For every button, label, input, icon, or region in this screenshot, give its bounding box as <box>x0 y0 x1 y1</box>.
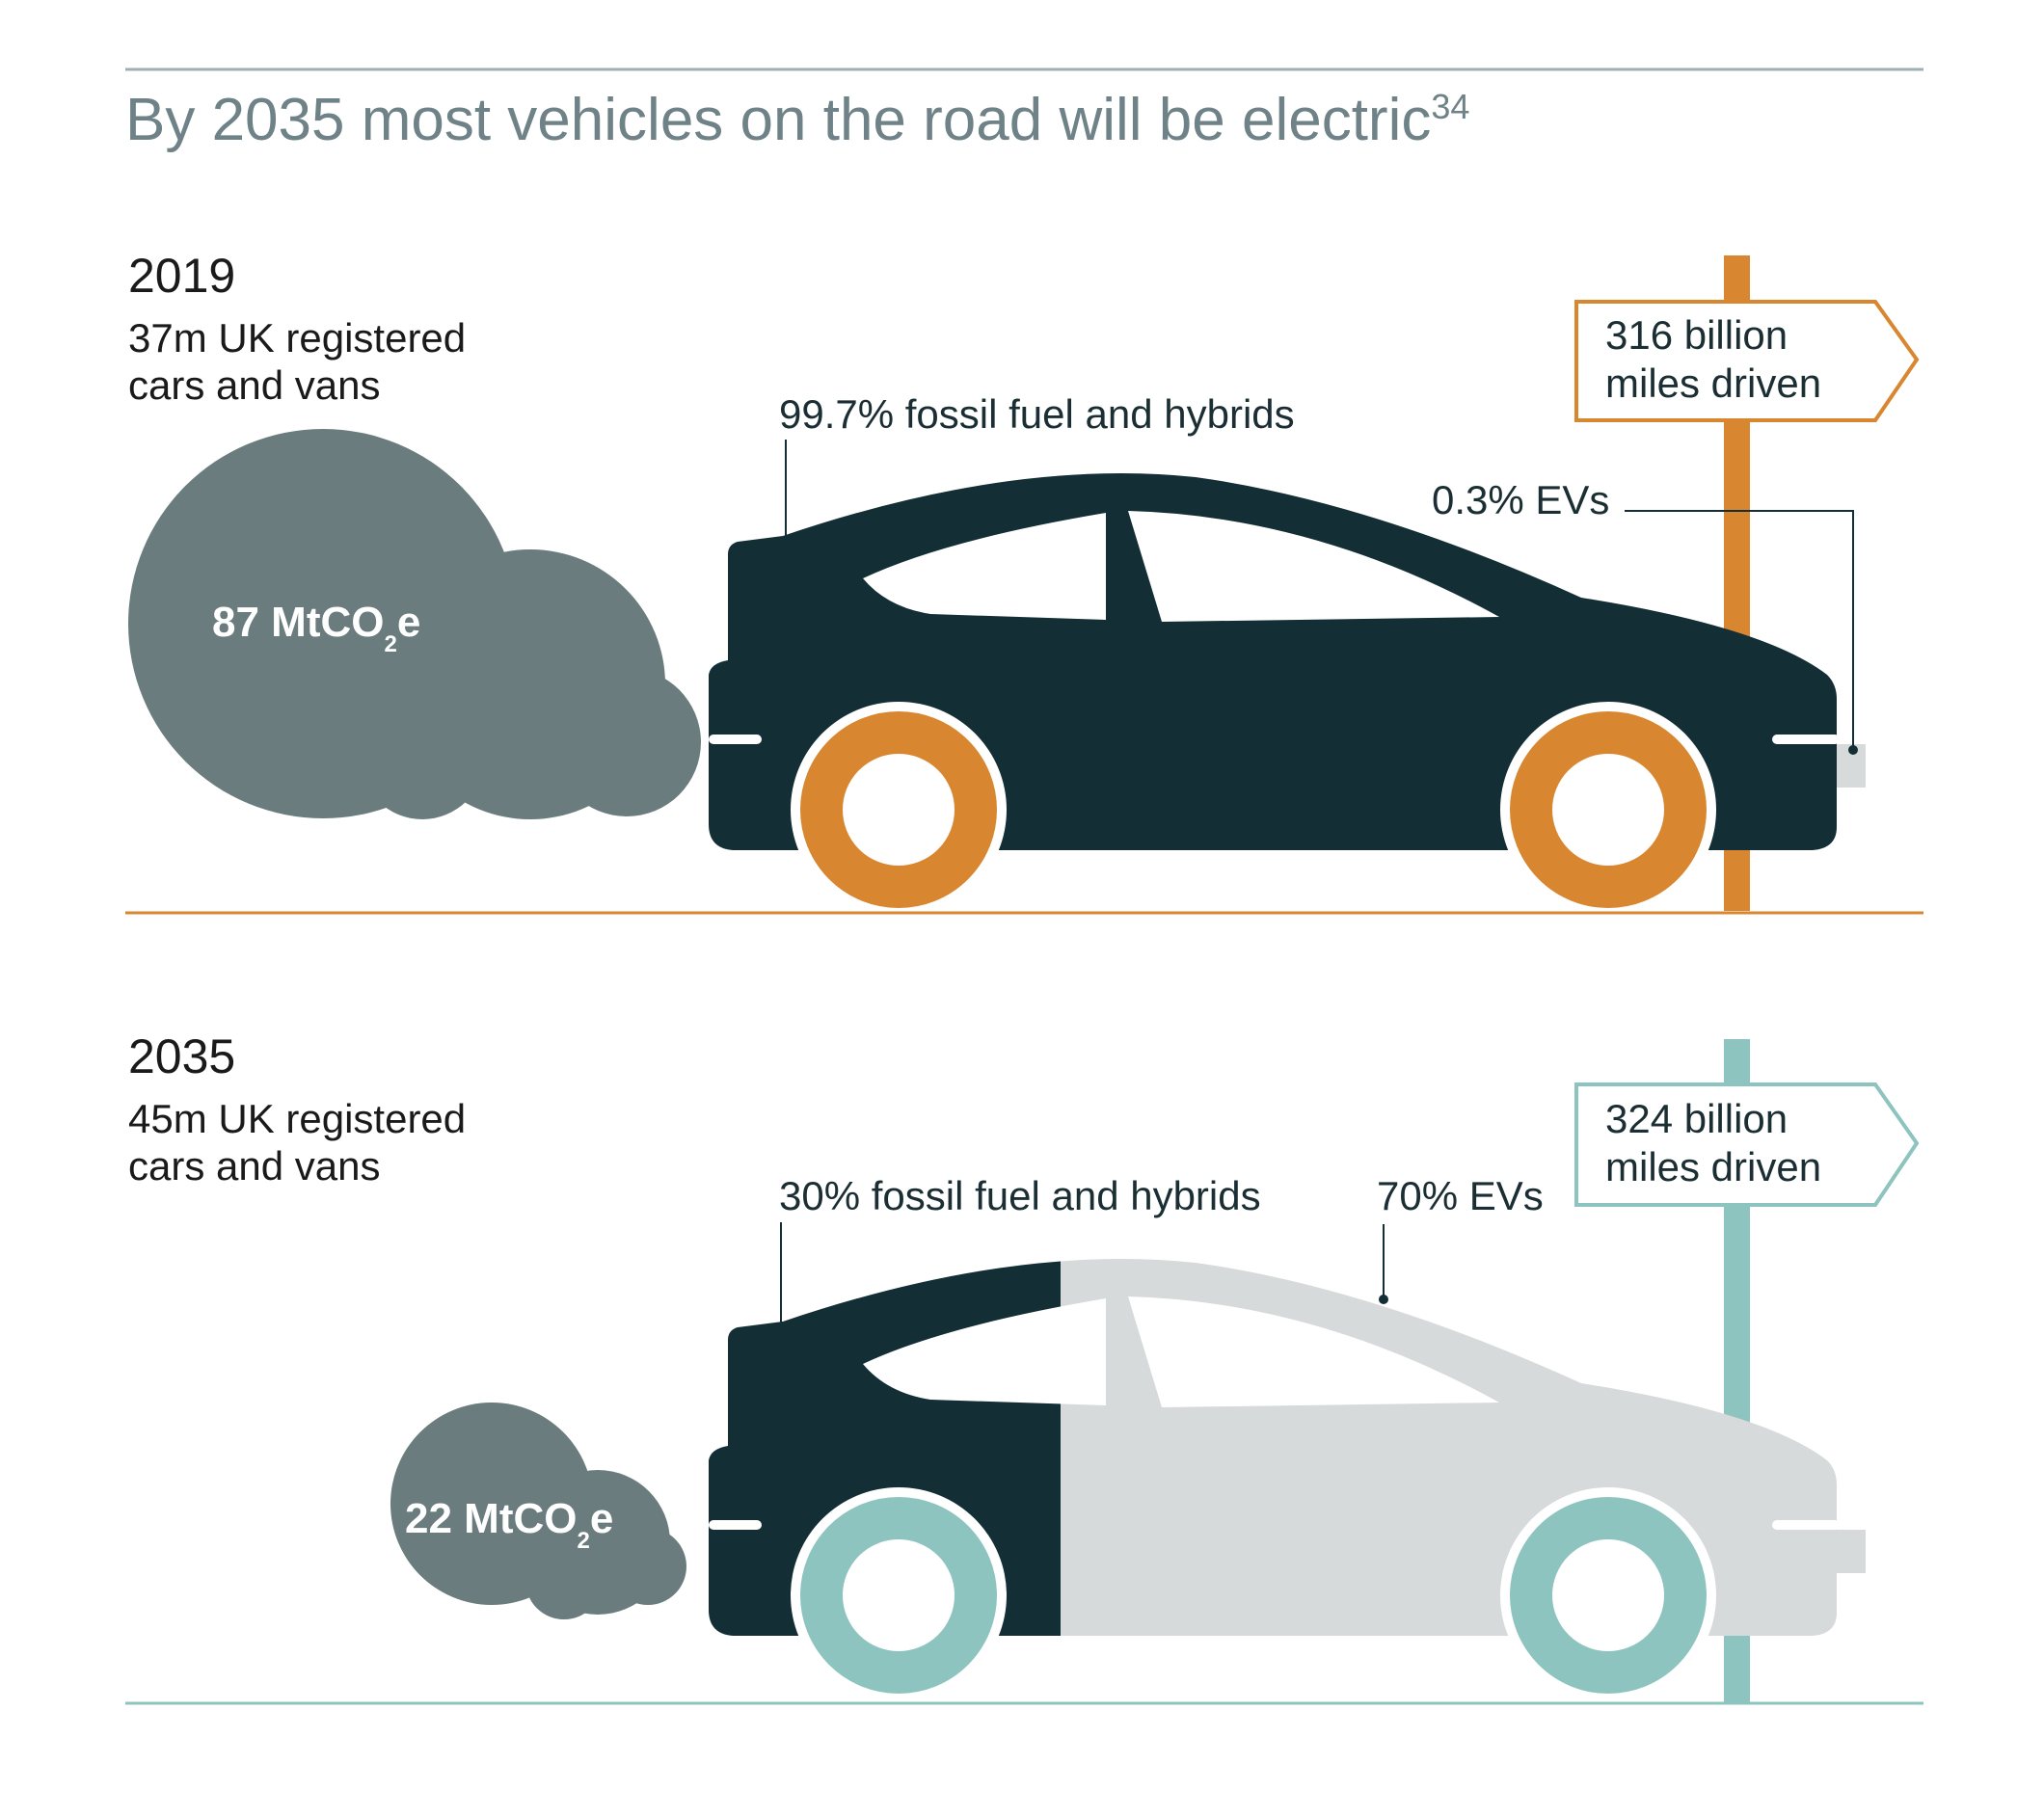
page-title: By 2035 most vehicles on the road will b… <box>125 87 1469 153</box>
miles-line-1: 316 billion <box>1605 312 1788 358</box>
ev-label: 70% EVs <box>1377 1173 1544 1218</box>
emissions-cloud <box>128 429 701 819</box>
miles-line-1: 324 billion <box>1605 1096 1788 1141</box>
ev-leader-dot <box>1848 745 1858 755</box>
fleet-line-2: cars and vans <box>128 1143 380 1189</box>
panel-2035: 2035 45m UK registered cars and vans 324… <box>125 1029 1923 1705</box>
emissions-label: 87 MtCO2e <box>212 599 420 657</box>
ev-leader-dot <box>1379 1295 1388 1304</box>
fleet-line-1: 45m UK registered <box>128 1096 466 1141</box>
fleet-line-1: 37m UK registered <box>128 315 466 361</box>
car-2019 <box>709 473 1866 918</box>
miles-line-2: miles driven <box>1605 361 1821 406</box>
ev-leader <box>1625 510 1854 750</box>
miles-line-2: miles driven <box>1605 1144 1821 1189</box>
panel-year: 2019 <box>128 249 235 303</box>
ev-label: 0.3% EVs <box>1432 477 1609 522</box>
emissions-cloud <box>390 1403 686 1619</box>
signpost-sign <box>1574 1082 1920 1207</box>
fleet-line-2: cars and vans <box>128 362 380 408</box>
fossil-label: 30% fossil fuel and hybrids <box>779 1173 1261 1218</box>
emissions-label: 22 MtCO2e <box>405 1495 613 1554</box>
panel-2019: 2019 37m UK registered cars and vans 316… <box>125 249 1923 918</box>
panel-year: 2035 <box>128 1029 235 1083</box>
car-2035 <box>709 1259 1866 1703</box>
signpost-sign <box>1574 300 1920 422</box>
fossil-label: 99.7% fossil fuel and hybrids <box>779 391 1295 437</box>
